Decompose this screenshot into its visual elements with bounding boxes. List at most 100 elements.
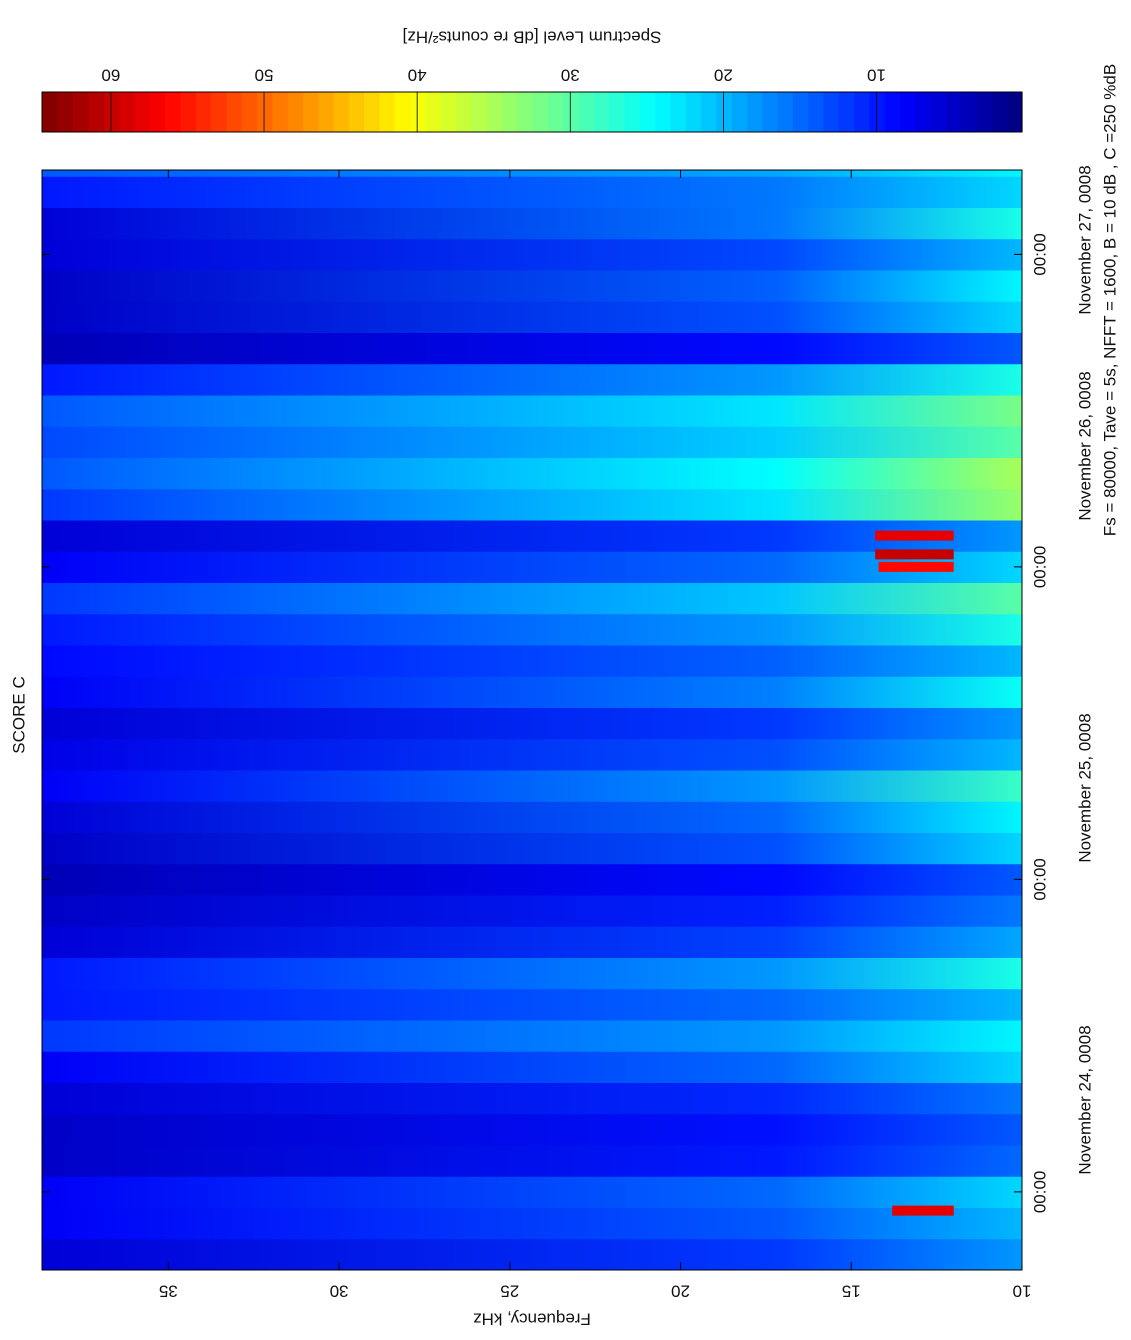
colorbar-cell	[424, 92, 441, 132]
colorbar-cell	[853, 92, 870, 132]
colorbar-tick-label: 40	[408, 66, 427, 85]
colorbar-cell	[378, 92, 395, 132]
colorbar-cell	[440, 92, 457, 132]
colorbar-cell	[914, 92, 931, 132]
colorbar-cell	[593, 92, 610, 132]
colorbar-cell	[532, 92, 548, 132]
colorbar-cell	[700, 92, 717, 132]
spectrum-strip	[42, 645, 1022, 677]
spectrum-strip	[42, 207, 1022, 240]
spectrum-strip	[42, 1145, 1022, 1177]
plot-frame	[41, 169, 1023, 1271]
colorbar-cell	[133, 92, 150, 132]
spectrum-strip	[42, 770, 1022, 802]
colorbar-cell	[746, 92, 763, 132]
spectrum-strip	[42, 1238, 1022, 1271]
spectrum-strip	[42, 1113, 1022, 1146]
x-tick-label: 25	[500, 1282, 519, 1301]
spectrum-strip	[42, 488, 1022, 521]
y-tick-label: 00:00	[1030, 858, 1049, 901]
date-label: November 24, 0008	[1075, 1025, 1094, 1174]
colorbar-cell	[179, 92, 196, 132]
spectrum-strip	[42, 170, 1022, 177]
spectrum-strip	[42, 801, 1022, 833]
colorbar-cell	[516, 92, 533, 132]
x-tick-label: 35	[159, 1282, 178, 1301]
y-tick-label: 00:00	[1030, 233, 1049, 276]
colorbar-cell	[976, 92, 992, 132]
spectrum-strip	[42, 520, 1022, 552]
spectrum-strip	[42, 1207, 1022, 1240]
colorbar-cell	[317, 92, 334, 132]
colorbar-tick-label: 20	[714, 66, 733, 85]
colorbar-cell	[332, 92, 349, 132]
colorbar-cell	[991, 92, 1008, 132]
chart-title: SCORE C	[9, 676, 28, 753]
x-tick-label: 10	[1013, 1282, 1032, 1301]
footnote: Fs = 80000, Tave = 5s, NFFT = 1600, B = …	[1100, 64, 1119, 536]
spectrum-strip	[42, 301, 1022, 333]
colorbar-cell	[654, 92, 671, 132]
colorbar-cell	[287, 92, 303, 132]
colorbar-label: Spectrum Level [dB re counts²/Hz]	[403, 28, 662, 47]
colorbar-cell	[547, 92, 564, 132]
colorbar-cell	[57, 92, 74, 132]
spectrum-strip	[42, 1051, 1022, 1083]
spectrum-strip	[42, 738, 1022, 771]
spectrum-strip	[42, 1176, 1022, 1208]
colorbar-cell	[210, 92, 227, 132]
colorbar-cell	[838, 92, 855, 132]
colorbar-cell	[87, 92, 104, 132]
spectrum-strip	[42, 676, 1022, 708]
spectrum-strip	[42, 551, 1022, 583]
colorbar-cell	[669, 92, 686, 132]
colorbar-cell	[302, 92, 319, 132]
colorbar-cell	[822, 92, 839, 132]
colorbar-tick-label: 60	[101, 66, 120, 85]
hotspot	[878, 561, 954, 572]
colorbar-cell	[195, 92, 212, 132]
spectrum-strip	[42, 426, 1022, 458]
colorbar-cell	[884, 92, 901, 132]
colorbar-cell	[899, 92, 916, 132]
colorbar-cell	[1006, 92, 1023, 132]
spectrum-strip	[42, 176, 1022, 208]
colorbar-cell	[777, 92, 793, 132]
colorbar-cell	[42, 92, 58, 132]
colorbar-cell	[486, 92, 502, 132]
colorbar-tick-label: 50	[255, 66, 274, 85]
colorbar-cell	[731, 92, 747, 132]
colorbar-cell	[225, 92, 242, 132]
colorbar-tick-label: 30	[561, 66, 580, 85]
spectrum-strip	[42, 457, 1022, 490]
x-tick-label: 30	[330, 1282, 349, 1301]
colorbar-cell	[608, 92, 625, 132]
spectrum-strip	[42, 332, 1022, 365]
colorbar-cell	[577, 92, 594, 132]
x-tick-label: 20	[671, 1282, 690, 1301]
colorbar-cell	[639, 92, 656, 132]
colorbar-cell	[623, 92, 640, 132]
colorbar-frame	[41, 91, 1023, 133]
colorbar-cell	[930, 92, 947, 132]
colorbar-cell	[394, 92, 411, 132]
spectrum-strip	[42, 926, 1022, 958]
date-label: November 27, 0008	[1075, 165, 1094, 314]
spectrum-strip	[42, 1082, 1022, 1115]
colorbar-cell	[72, 92, 89, 132]
date-label: November 25, 0008	[1075, 713, 1094, 862]
spectrum-strip	[42, 238, 1022, 271]
spectrum-strip	[42, 863, 1022, 896]
colorbar-cell	[348, 92, 365, 132]
spectrum-strip	[42, 613, 1022, 646]
hotspot	[875, 549, 954, 560]
colorbar-cell	[807, 92, 824, 132]
y-tick-label: 00:00	[1030, 1171, 1049, 1214]
colorbar-cell	[960, 92, 977, 132]
spectrum-strip	[42, 270, 1022, 302]
spectrum-strip	[42, 707, 1022, 740]
colorbar-cell	[455, 92, 472, 132]
x-tick-label: 15	[842, 1282, 861, 1301]
